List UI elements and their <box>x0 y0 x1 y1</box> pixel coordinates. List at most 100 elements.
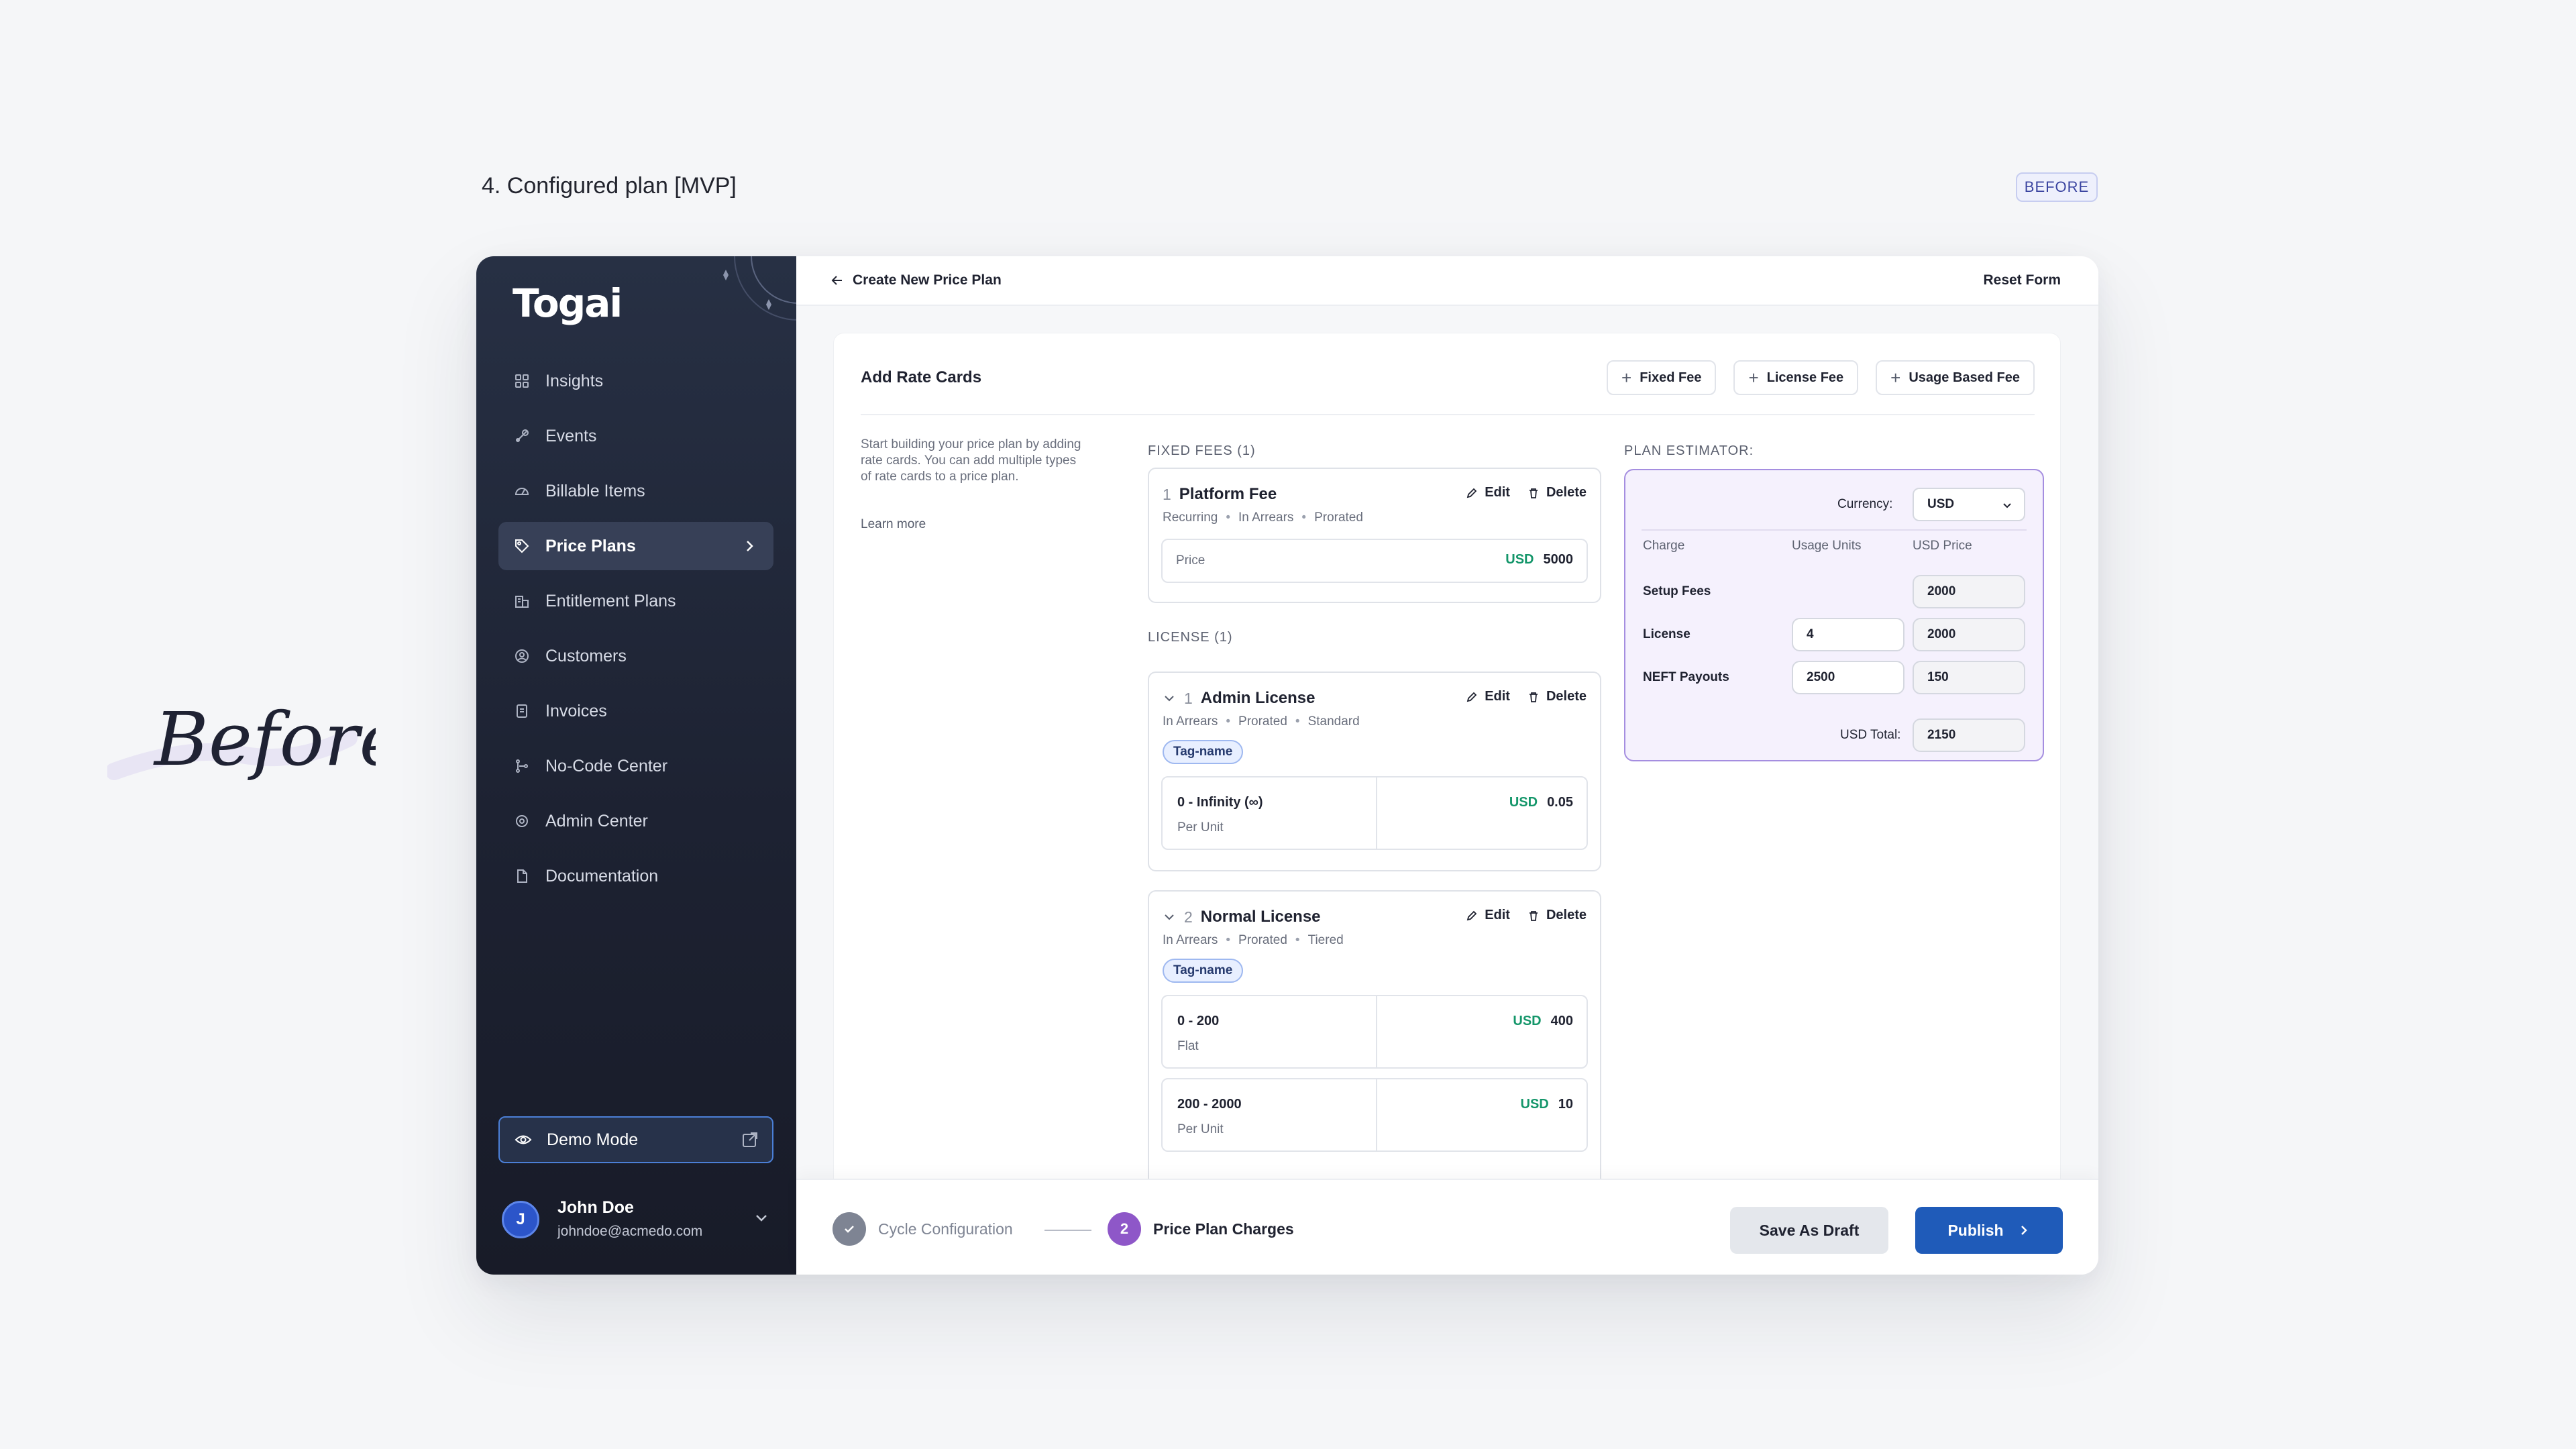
price-field: 2000 <box>1913 575 2025 608</box>
before-script-illustration: Before <box>107 696 376 782</box>
sidebar-item-insights[interactable]: Insights <box>498 357 773 405</box>
sidebar-item-price-plans[interactable]: Price Plans <box>498 522 773 570</box>
users-icon <box>513 647 531 665</box>
meta-item: Prorated <box>1238 714 1287 729</box>
tier-type: Per Unit <box>1177 1122 1224 1136</box>
delete-button[interactable]: Delete <box>1527 689 1587 704</box>
user-email: johndoe@acmedo.com <box>557 1224 703 1239</box>
topbar: Create New Price Plan Reset Form <box>796 256 2098 306</box>
meta-item: Recurring <box>1163 511 1218 525</box>
building-icon <box>513 592 531 610</box>
chevron-down-icon[interactable] <box>1163 692 1176 705</box>
delete-button[interactable]: Delete <box>1527 485 1587 500</box>
sidebar-item-label: Customers <box>545 646 627 665</box>
rate-card-name: Normal License <box>1200 908 1321 926</box>
meta-item: Standard <box>1307 714 1360 729</box>
footer-bar: Cycle Configuration 2 Price Plan Charges… <box>796 1179 2098 1275</box>
sidebar-item-documentation[interactable]: Documentation <box>498 852 773 900</box>
usage-units-input[interactable]: 2500 <box>1792 661 1904 694</box>
sidebar-item-no-code-center[interactable]: No-Code Center <box>498 742 773 790</box>
user-name: John Doe <box>557 1198 634 1217</box>
chevron-right-icon <box>747 541 753 551</box>
step-label: Price Plan Charges <box>1153 1220 1294 1238</box>
sidebar-item-invoices[interactable]: Invoices <box>498 687 773 735</box>
total-field: 2150 <box>1913 718 2025 752</box>
meta-item: Prorated <box>1238 933 1287 947</box>
meta-item: In Arrears <box>1238 511 1294 525</box>
plus-icon: + <box>1621 367 1632 388</box>
price-value: USD 5000 <box>1505 552 1573 568</box>
edit-button[interactable]: Edit <box>1466 908 1510 923</box>
sidebar-item-billable-items[interactable]: Billable Items <box>498 467 773 515</box>
sidebar-item-label: Price Plans <box>545 536 636 555</box>
demo-mode-label: Demo Mode <box>547 1130 639 1149</box>
price-row[interactable]: Price USD 5000 <box>1161 539 1588 583</box>
tier-row[interactable]: 200 - 2000 Per Unit USD 10 <box>1161 1078 1588 1152</box>
sidebar-item-label: Events <box>545 426 597 445</box>
usage-units-input[interactable]: 4 <box>1792 618 1904 651</box>
license-label: LICENSE (1) <box>1148 630 1233 645</box>
sidebar-nav: Insights Events Billable Items Price Pla… <box>498 357 773 907</box>
document-icon <box>513 867 531 885</box>
external-link-icon <box>743 1132 757 1147</box>
add-usage-based-fee-button[interactable]: + Usage Based Fee <box>1876 360 2035 395</box>
edit-button[interactable]: Edit <box>1466 689 1510 704</box>
sidebar-item-events[interactable]: Events <box>498 412 773 460</box>
demo-mode-button[interactable]: Demo Mode <box>498 1116 773 1163</box>
divider <box>861 414 2035 415</box>
add-license-fee-button[interactable]: + License Fee <box>1733 360 1859 395</box>
step-price-plan-charges[interactable]: 2 Price Plan Charges <box>1108 1212 1294 1246</box>
charge-label: License <box>1643 627 1690 641</box>
meta-item: Prorated <box>1314 511 1363 525</box>
tier-row[interactable]: 0 - 200 Flat USD 400 <box>1161 995 1588 1069</box>
pencil-icon <box>1466 692 1477 702</box>
add-fixed-fee-button[interactable]: + Fixed Fee <box>1607 360 1717 395</box>
rate-cards-intro: Start building your price plan by adding… <box>861 437 1081 484</box>
sidebar-item-entitlement-plans[interactable]: Entitlement Plans <box>498 577 773 625</box>
delete-button[interactable]: Delete <box>1527 908 1587 923</box>
settings-icon <box>513 812 531 830</box>
delete-label: Delete <box>1546 908 1587 922</box>
delete-label: Delete <box>1546 689 1587 704</box>
edit-button[interactable]: Edit <box>1466 485 1510 500</box>
save-as-draft-button[interactable]: Save As Draft <box>1730 1207 1888 1254</box>
price-amount: 0.05 <box>1547 795 1573 810</box>
step-cycle-configuration[interactable]: Cycle Configuration <box>833 1212 1013 1246</box>
total-label: USD Total: <box>1840 728 1901 742</box>
chevron-down-icon[interactable] <box>1163 910 1176 924</box>
price-amount: 5000 <box>1543 552 1574 567</box>
currency-select[interactable]: USD <box>1913 488 2025 521</box>
tag-icon <box>513 537 531 555</box>
reset-form-button[interactable]: Reset Form <box>1983 272 2061 288</box>
user-profile[interactable]: J John Doe johndoe@acmedo.com <box>502 1189 777 1249</box>
step-connector <box>1044 1230 1091 1231</box>
price-field: 2000 <box>1913 618 2025 651</box>
back-link-label: Create New Price Plan <box>853 272 1002 288</box>
tier-row[interactable]: 0 - Infinity (∞) Per Unit USD 0.05 <box>1161 776 1588 850</box>
edit-label: Edit <box>1485 485 1510 500</box>
sidebar-item-label: Insights <box>545 371 604 390</box>
currency-code: USD <box>1505 552 1534 567</box>
rate-card-meta: In Arrears • Prorated • Standard <box>1163 714 1360 729</box>
plan-estimator: Currency: USD Charge Usage Units USD Pri… <box>1624 469 2044 761</box>
rate-card-name: Platform Fee <box>1179 485 1277 503</box>
currency-code: USD <box>1520 1097 1549 1112</box>
sidebar-item-admin-center[interactable]: Admin Center <box>498 797 773 845</box>
chevron-down-icon[interactable] <box>753 1209 770 1226</box>
currency-code: USD <box>1513 1014 1542 1028</box>
column-header-usd-price: USD Price <box>1913 539 1972 553</box>
sidebar-item-customers[interactable]: Customers <box>498 632 773 680</box>
togai-logo[interactable]: Togai <box>513 280 623 326</box>
rate-cards-title: Add Rate Cards <box>861 368 982 386</box>
back-link[interactable]: Create New Price Plan <box>830 272 1002 288</box>
learn-more-link[interactable]: Learn more <box>861 517 926 531</box>
publish-button[interactable]: Publish <box>1915 1207 2063 1254</box>
price-label: Price <box>1176 553 1205 568</box>
price-amount: 10 <box>1558 1097 1573 1112</box>
page-heading: 4. Configured plan [MVP] <box>482 173 737 199</box>
before-script-text: Before <box>153 696 376 782</box>
chevron-down-icon <box>2003 503 2011 508</box>
charge-label: NEFT Payouts <box>1643 670 1729 684</box>
tag-badge: Tag-name <box>1163 959 1244 983</box>
sidebar-item-label: Billable Items <box>545 481 645 500</box>
